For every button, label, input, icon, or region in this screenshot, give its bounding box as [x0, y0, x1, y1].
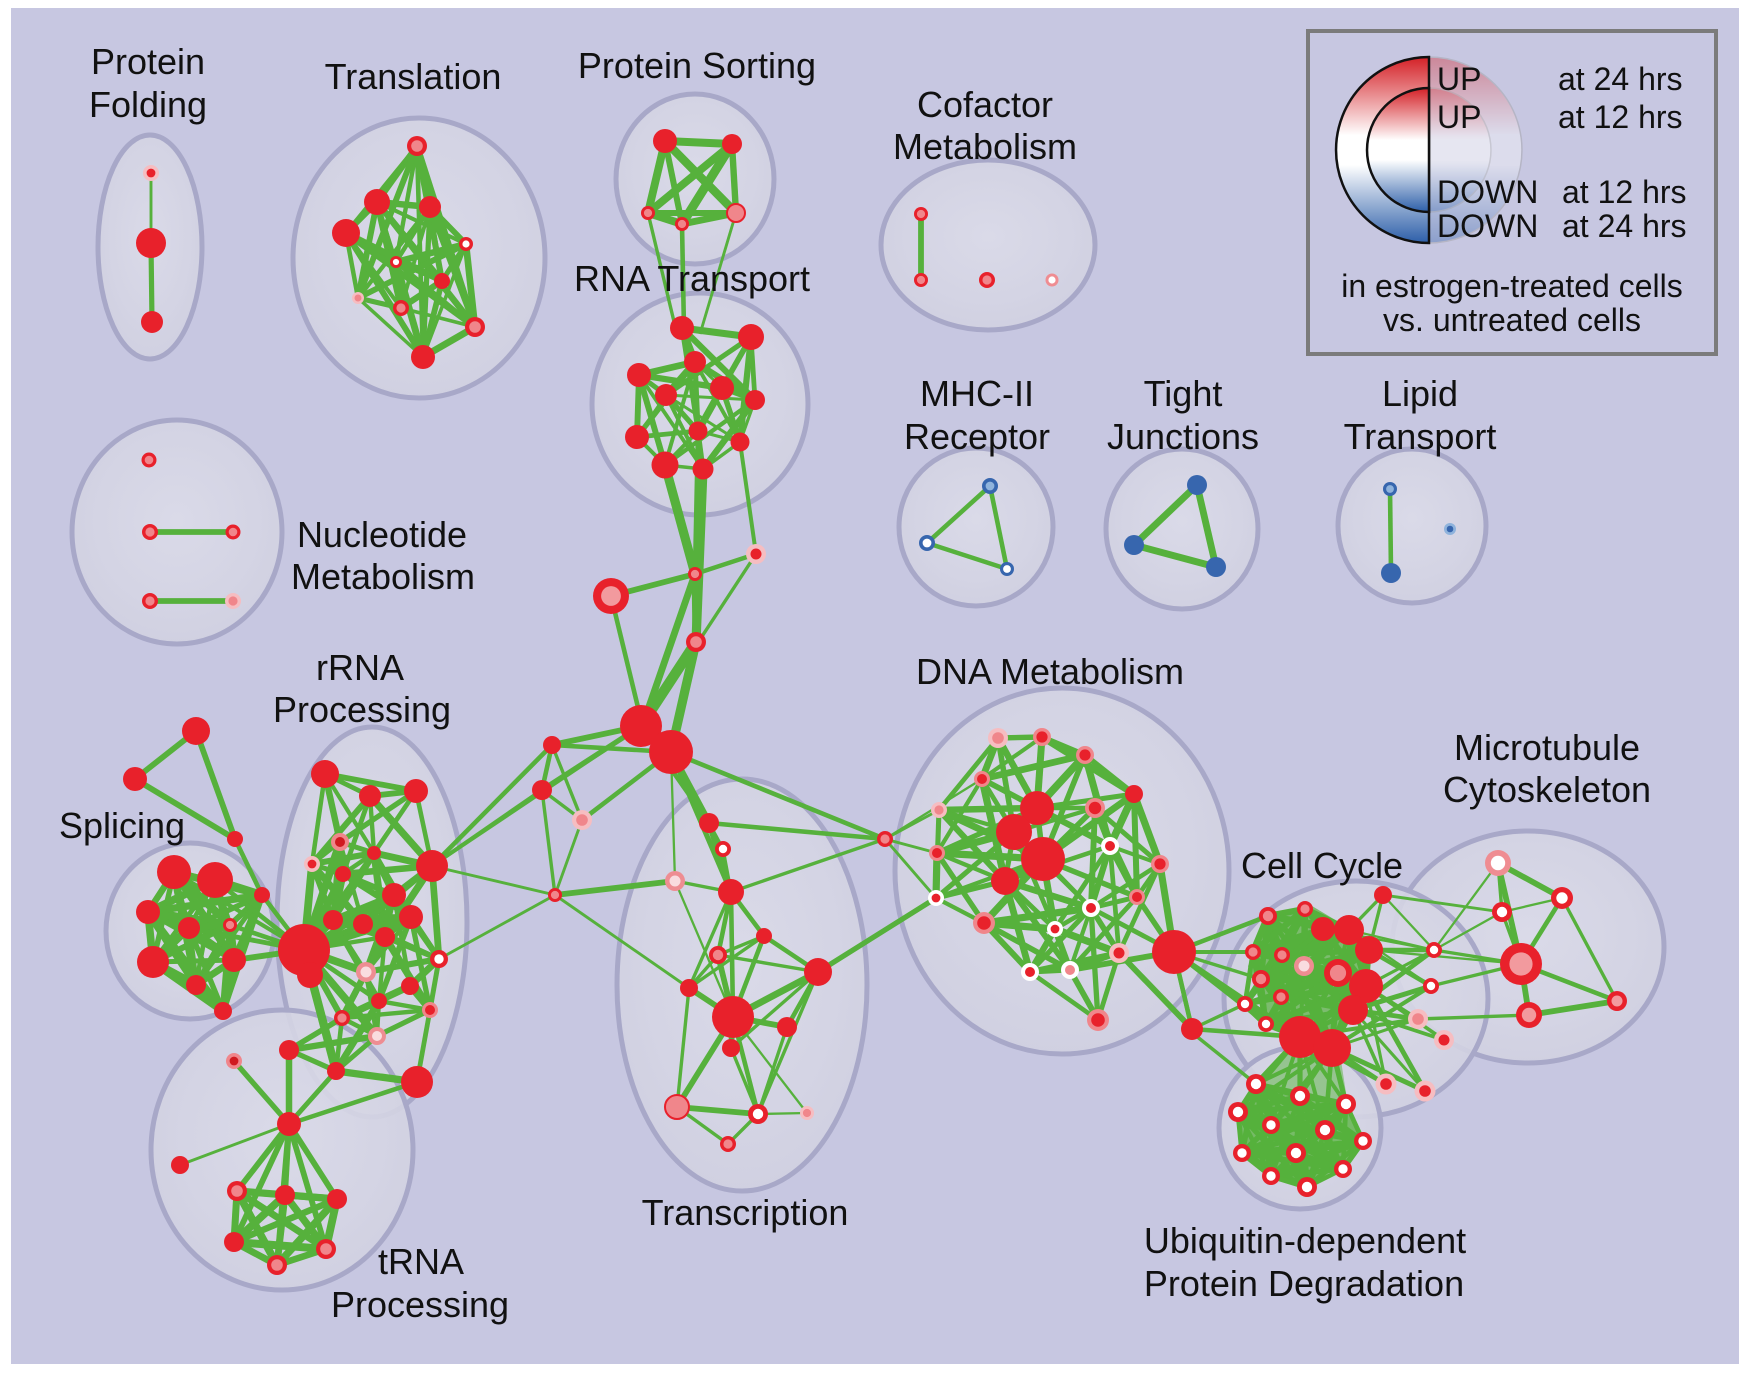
svg-text:Metabolism: Metabolism: [291, 556, 475, 597]
svg-text:vs. untreated cells: vs. untreated cells: [1383, 302, 1641, 338]
svg-text:UP: UP: [1437, 99, 1481, 135]
svg-text:at 12 hrs: at 12 hrs: [1562, 174, 1687, 210]
svg-text:Protein Degradation: Protein Degradation: [1144, 1263, 1464, 1304]
svg-text:Translation: Translation: [325, 56, 502, 97]
svg-text:Receptor: Receptor: [904, 416, 1050, 457]
svg-text:Cell Cycle: Cell Cycle: [1241, 845, 1403, 886]
svg-text:tRNA: tRNA: [378, 1241, 464, 1282]
svg-text:DOWN: DOWN: [1437, 208, 1538, 244]
svg-text:UP: UP: [1437, 61, 1481, 97]
svg-text:rRNA: rRNA: [316, 647, 404, 688]
svg-text:Tight: Tight: [1144, 373, 1223, 414]
svg-text:Microtubule: Microtubule: [1454, 727, 1640, 768]
svg-text:Processing: Processing: [273, 689, 451, 730]
svg-text:in estrogen-treated cells: in estrogen-treated cells: [1341, 268, 1683, 304]
svg-text:Processing: Processing: [331, 1284, 509, 1325]
svg-text:DOWN: DOWN: [1437, 174, 1538, 210]
svg-text:Transcription: Transcription: [642, 1192, 849, 1233]
svg-text:Transport: Transport: [1344, 416, 1497, 457]
svg-text:Lipid: Lipid: [1382, 373, 1458, 414]
svg-text:Cytoskeleton: Cytoskeleton: [1443, 769, 1651, 810]
svg-text:DNA Metabolism: DNA Metabolism: [916, 651, 1184, 692]
svg-text:Ubiquitin-dependent: Ubiquitin-dependent: [1144, 1220, 1466, 1261]
svg-text:at 12 hrs: at 12 hrs: [1558, 99, 1683, 135]
svg-text:MHC-II: MHC-II: [920, 373, 1034, 414]
svg-text:Protein: Protein: [91, 41, 205, 82]
svg-text:Metabolism: Metabolism: [893, 126, 1077, 167]
svg-text:Junctions: Junctions: [1107, 416, 1259, 457]
svg-text:Nucleotide: Nucleotide: [297, 514, 467, 555]
svg-text:Protein Sorting: Protein Sorting: [578, 45, 816, 86]
svg-text:Folding: Folding: [89, 84, 207, 125]
svg-text:Cofactor: Cofactor: [917, 84, 1053, 125]
svg-text:at 24 hrs: at 24 hrs: [1562, 208, 1687, 244]
svg-text:at 24 hrs: at 24 hrs: [1558, 61, 1683, 97]
svg-text:Splicing: Splicing: [59, 805, 185, 846]
svg-text:RNA Transport: RNA Transport: [574, 258, 810, 299]
